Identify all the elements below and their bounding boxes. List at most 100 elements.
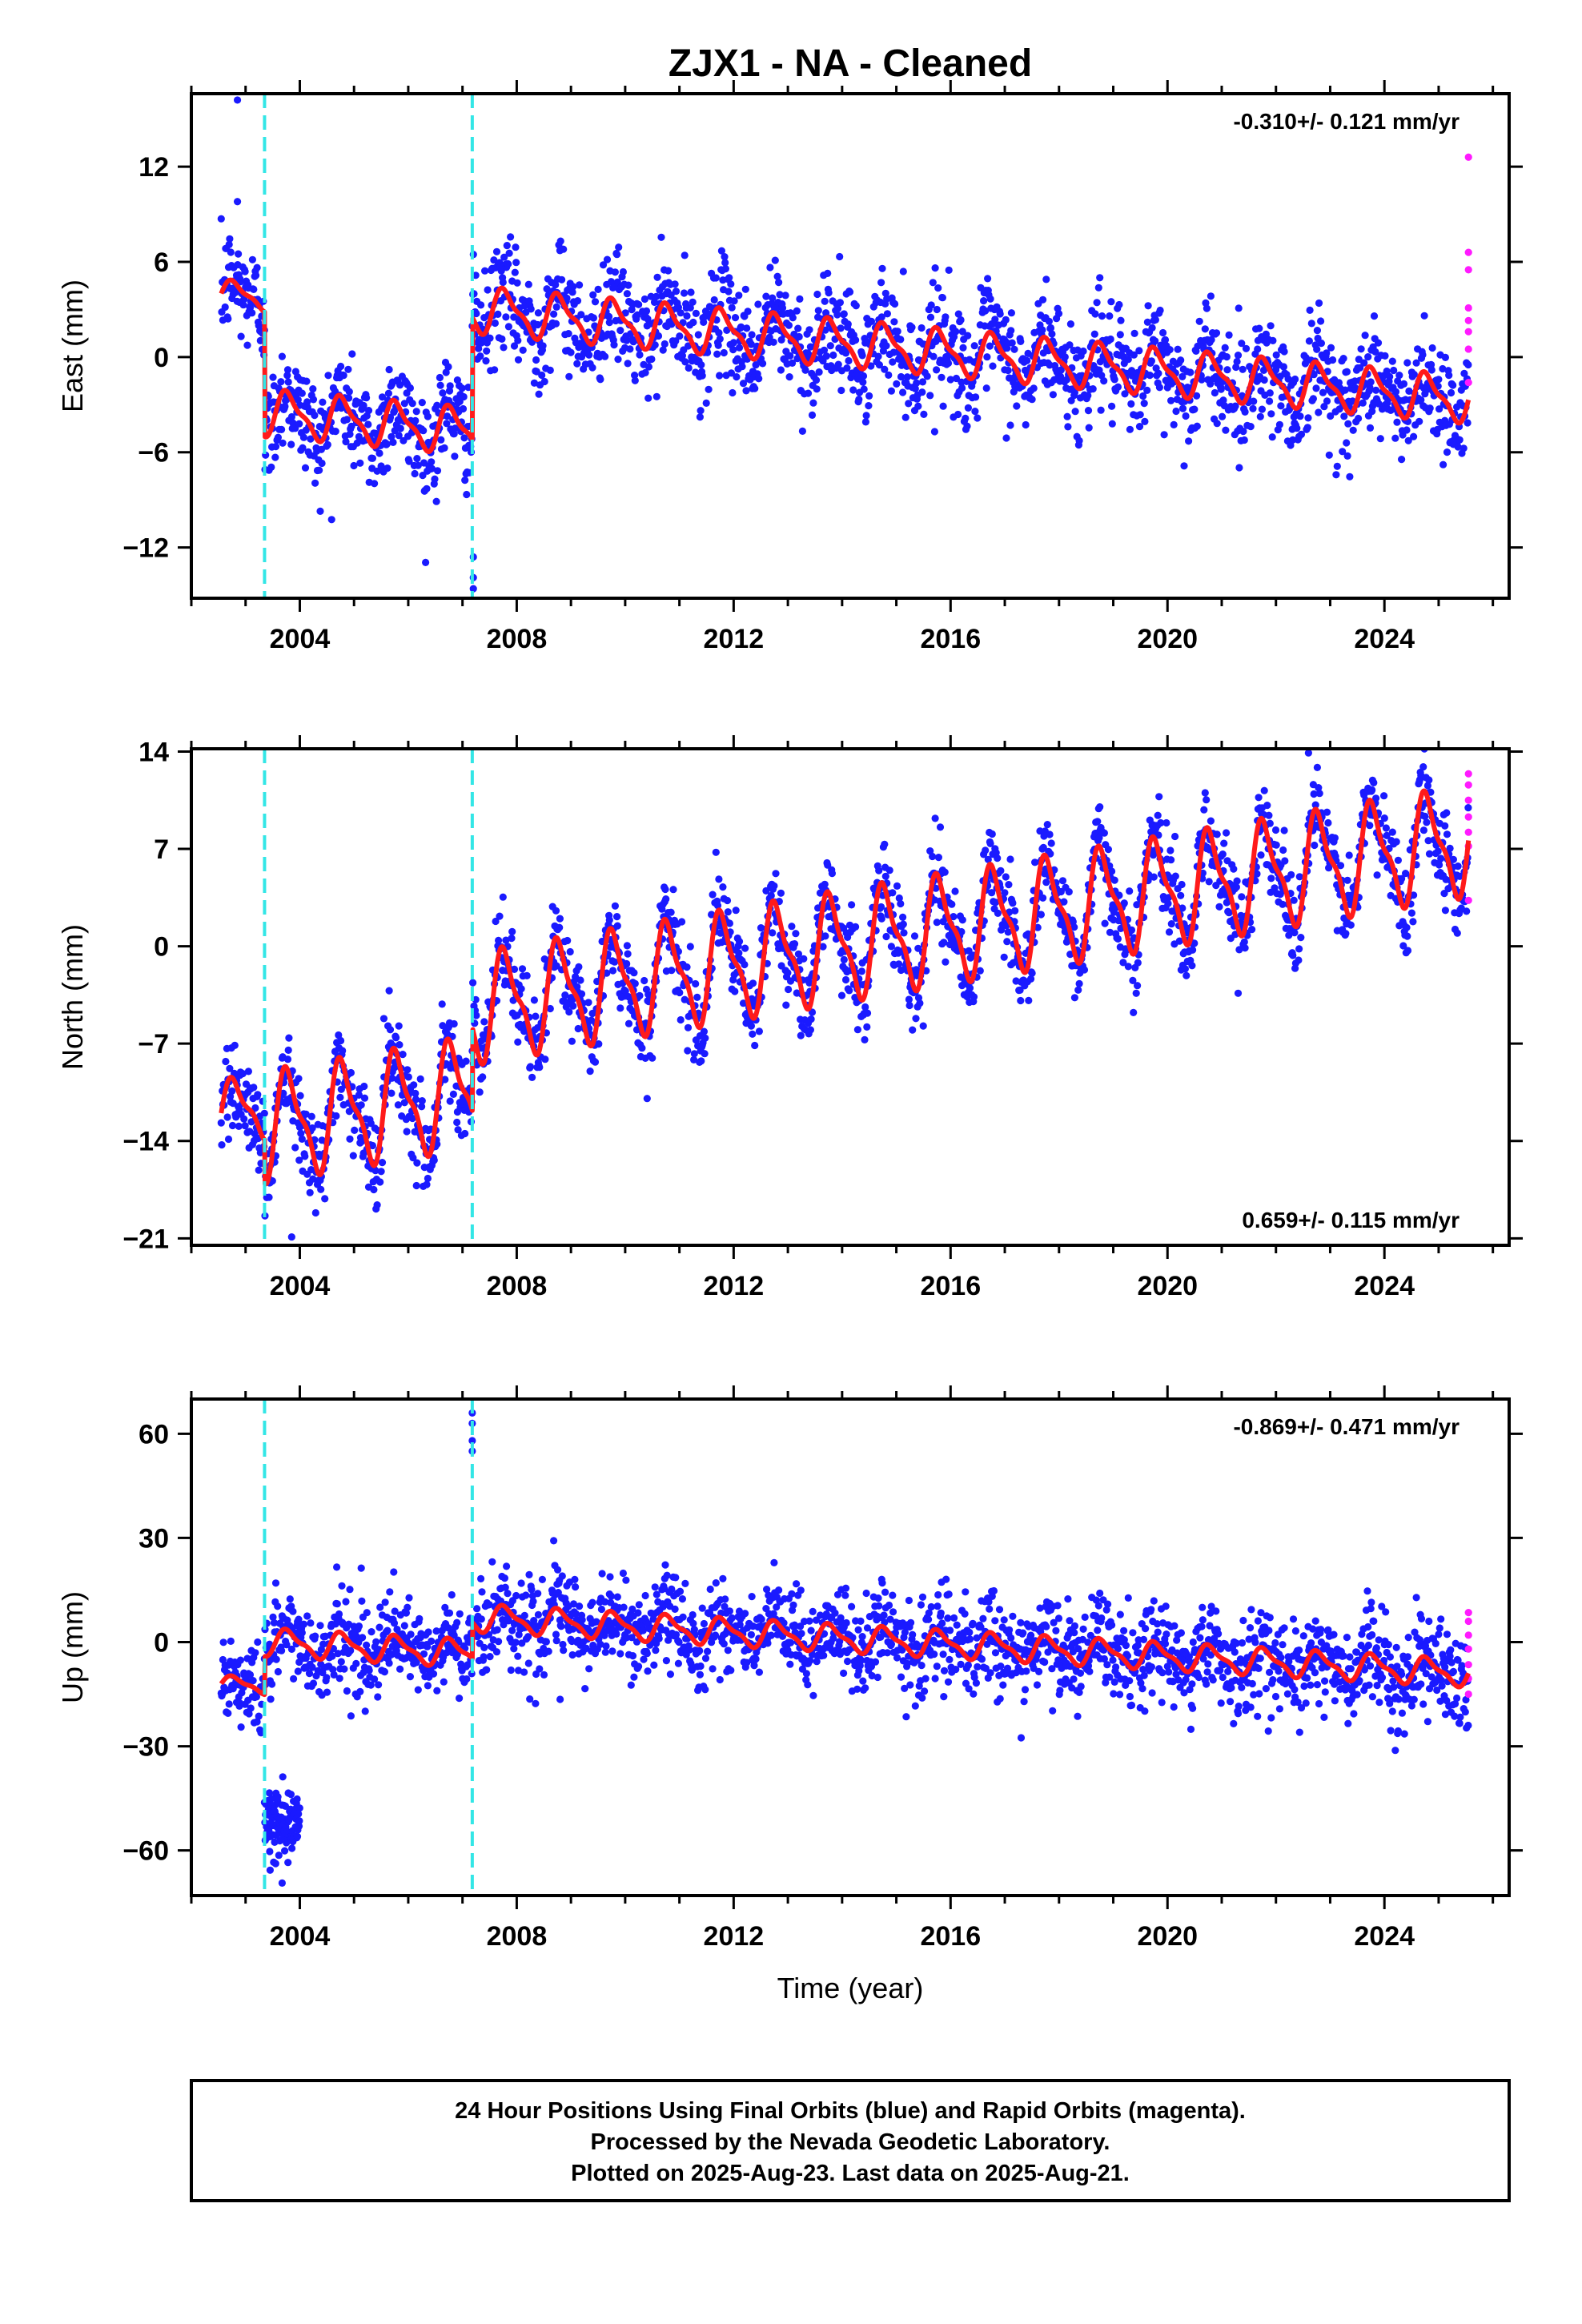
final-point bbox=[1266, 397, 1274, 405]
final-point bbox=[1351, 384, 1359, 392]
final-point bbox=[472, 309, 480, 318]
final-point bbox=[346, 430, 354, 438]
rapid-point bbox=[1464, 304, 1472, 312]
final-point bbox=[252, 271, 260, 279]
final-point bbox=[453, 376, 462, 384]
final-point bbox=[676, 332, 684, 340]
final-point bbox=[1323, 368, 1331, 376]
final-point bbox=[1003, 938, 1011, 946]
final-point bbox=[1307, 320, 1315, 328]
final-point bbox=[563, 294, 571, 302]
final-point bbox=[684, 1047, 692, 1055]
figure-title: ZJX1 - NA - Cleaned bbox=[669, 42, 1032, 85]
final-point bbox=[1098, 312, 1106, 320]
final-point bbox=[1178, 372, 1186, 380]
final-point bbox=[347, 1712, 355, 1720]
final-point bbox=[1290, 896, 1298, 904]
final-point bbox=[333, 1600, 341, 1608]
final-point bbox=[1097, 406, 1105, 414]
final-point bbox=[1057, 372, 1065, 380]
final-point bbox=[920, 410, 928, 419]
final-point bbox=[1182, 412, 1190, 420]
final-point bbox=[1161, 336, 1170, 344]
final-point bbox=[912, 1015, 920, 1023]
final-point bbox=[546, 366, 554, 374]
velocity-label: -0.310+/- 0.121 mm/yr bbox=[1233, 109, 1460, 134]
final-point bbox=[224, 1709, 232, 1717]
rapid-point bbox=[1464, 828, 1472, 836]
final-point bbox=[420, 427, 428, 435]
final-point bbox=[223, 1113, 231, 1121]
final-point bbox=[536, 1063, 544, 1072]
final-point bbox=[1042, 275, 1050, 283]
final-point bbox=[439, 389, 447, 397]
final-point bbox=[727, 280, 735, 288]
final-point bbox=[1343, 368, 1351, 376]
final-point bbox=[1005, 881, 1013, 889]
final-point bbox=[692, 309, 701, 317]
final-point bbox=[615, 243, 623, 251]
final-point bbox=[387, 432, 396, 441]
final-point bbox=[567, 348, 575, 356]
final-point bbox=[375, 449, 383, 457]
final-point bbox=[762, 292, 770, 300]
final-point bbox=[412, 408, 420, 416]
final-point bbox=[1332, 471, 1340, 479]
final-point bbox=[958, 328, 966, 336]
final-point bbox=[422, 558, 430, 567]
final-point bbox=[1275, 420, 1283, 428]
final-point bbox=[1364, 353, 1372, 361]
final-point bbox=[339, 1047, 347, 1055]
final-point bbox=[931, 814, 939, 822]
final-point bbox=[1047, 839, 1055, 847]
final-point bbox=[384, 389, 392, 397]
final-point bbox=[1425, 850, 1434, 858]
final-point bbox=[311, 1632, 319, 1640]
final-point bbox=[777, 889, 785, 897]
final-point bbox=[519, 346, 527, 354]
final-point bbox=[908, 324, 916, 332]
final-point bbox=[1267, 875, 1275, 883]
final-point bbox=[552, 907, 560, 915]
final-point bbox=[301, 1152, 309, 1160]
final-point bbox=[1293, 424, 1301, 432]
final-point bbox=[933, 919, 941, 927]
final-point bbox=[1151, 316, 1159, 324]
final-point bbox=[1265, 811, 1273, 819]
final-point bbox=[690, 1050, 698, 1058]
final-point bbox=[1207, 817, 1215, 825]
final-point bbox=[668, 320, 676, 328]
final-point bbox=[484, 286, 492, 294]
final-point bbox=[1449, 855, 1457, 863]
final-point bbox=[512, 243, 520, 251]
final-point bbox=[1000, 953, 1008, 961]
final-point bbox=[926, 313, 935, 321]
final-point bbox=[250, 285, 258, 293]
final-point bbox=[1002, 873, 1010, 881]
final-point bbox=[359, 401, 367, 409]
final-point bbox=[845, 356, 853, 365]
final-point bbox=[1066, 320, 1074, 328]
final-point bbox=[721, 265, 730, 273]
final-point bbox=[954, 410, 962, 419]
final-point bbox=[1356, 364, 1364, 372]
final-point bbox=[1048, 330, 1056, 338]
final-point bbox=[623, 959, 631, 968]
final-point bbox=[1110, 376, 1118, 384]
final-point bbox=[1403, 932, 1411, 940]
final-point bbox=[453, 1618, 461, 1626]
final-point bbox=[239, 301, 247, 309]
final-point bbox=[1193, 422, 1201, 430]
final-point bbox=[364, 420, 372, 428]
final-point bbox=[1008, 339, 1016, 347]
x-tick-label: 2016 bbox=[920, 1271, 981, 1301]
final-point bbox=[1388, 828, 1396, 836]
final-point bbox=[433, 467, 442, 475]
final-point bbox=[228, 1087, 236, 1095]
final-point bbox=[1058, 877, 1067, 885]
final-point bbox=[1315, 408, 1323, 416]
final-point bbox=[1256, 412, 1264, 420]
final-point bbox=[1089, 385, 1097, 393]
final-point bbox=[575, 963, 583, 971]
